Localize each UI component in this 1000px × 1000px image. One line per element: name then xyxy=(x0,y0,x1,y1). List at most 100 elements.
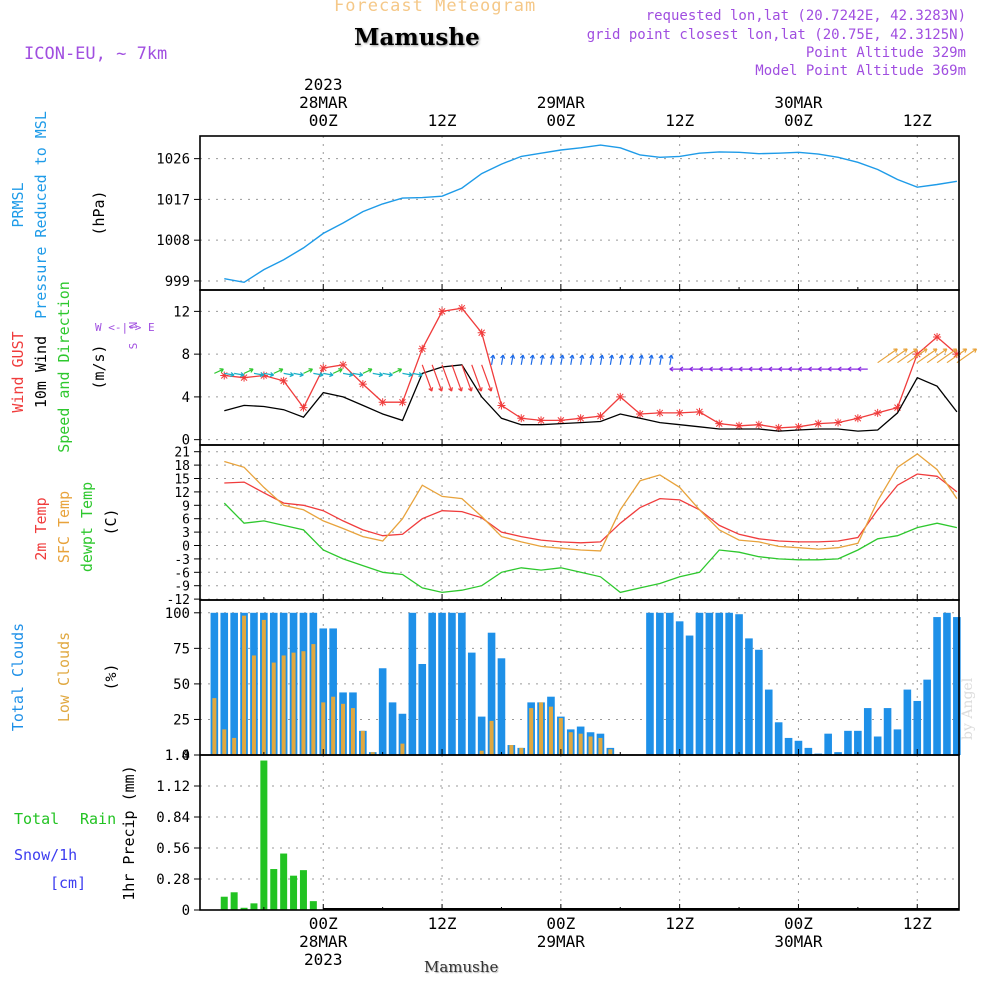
compass-n: N xyxy=(127,322,140,329)
y-tick-label: 18 xyxy=(174,459,190,474)
wind-arrow xyxy=(224,372,235,378)
bar-total-clouds xyxy=(378,668,387,755)
wind-arrow xyxy=(946,348,968,364)
wind-arrow xyxy=(549,354,555,365)
wind-arrow xyxy=(559,354,565,365)
wind-arrow xyxy=(778,366,789,372)
bar-low-clouds xyxy=(519,747,524,755)
label-snow: Snow/1h xyxy=(14,846,77,864)
time-label-top: 28MAR xyxy=(299,93,348,112)
gust-marker xyxy=(695,407,704,416)
wind-arrow xyxy=(500,354,506,365)
bar-low-clouds xyxy=(321,702,326,755)
bar-low-clouds xyxy=(251,655,256,755)
gust-marker xyxy=(220,371,229,380)
gust-marker xyxy=(358,380,367,389)
y-tick-label: 12 xyxy=(174,486,190,501)
gust-marker xyxy=(675,408,684,417)
bar-precip xyxy=(260,760,268,910)
gust-marker xyxy=(477,328,486,337)
wind-arrow xyxy=(689,366,700,372)
wind-arrow xyxy=(599,354,605,365)
bar-low-clouds xyxy=(261,619,266,755)
time-label-bottom: 2023 xyxy=(304,950,343,969)
bar-low-clouds xyxy=(370,752,375,755)
gust-marker xyxy=(735,421,744,430)
time-label-bottom: 30MAR xyxy=(774,932,823,951)
wind-arrow xyxy=(857,366,868,372)
label-temp-unit: (C) xyxy=(102,508,120,535)
wind-arrow xyxy=(956,348,978,364)
bar-low-clouds xyxy=(548,706,553,755)
wind-arrow xyxy=(441,364,453,392)
bar-total-clouds xyxy=(210,612,219,755)
gust-marker xyxy=(636,410,645,418)
bar-low-clouds xyxy=(360,730,365,755)
bar-total-clouds xyxy=(675,621,684,755)
y-tick-label: 1026 xyxy=(156,152,190,168)
wind-arrow xyxy=(738,366,749,372)
bar-precip xyxy=(220,896,228,910)
bar-total-clouds xyxy=(487,632,496,755)
wind-arrow xyxy=(669,366,680,372)
time-label-top: 30MAR xyxy=(774,93,823,112)
gust-marker xyxy=(596,412,605,421)
bar-low-clouds xyxy=(341,703,346,755)
bar-total-clouds xyxy=(448,612,456,755)
series-2m-temp xyxy=(224,473,958,544)
wind-arrow xyxy=(589,354,595,365)
wind-arrow xyxy=(431,364,444,392)
bar-total-clouds xyxy=(824,733,832,755)
wind-arrow xyxy=(897,348,918,364)
y-tick-label: 21 xyxy=(174,446,190,461)
y-tick-label: 0.56 xyxy=(156,841,190,857)
time-label-top: 00Z xyxy=(546,111,575,130)
y-tick-label: 15 xyxy=(174,473,190,488)
gust-marker xyxy=(834,418,843,427)
wind-arrow xyxy=(638,354,644,365)
bar-low-clouds xyxy=(598,737,603,755)
time-label-top: 00Z xyxy=(309,111,338,130)
wind-arrow xyxy=(916,348,938,364)
grid-layer xyxy=(200,136,959,910)
bar-low-clouds xyxy=(212,698,217,755)
y-tick-label: 0.84 xyxy=(156,810,190,826)
gust-marker xyxy=(715,419,724,428)
time-label-top: 12Z xyxy=(665,111,694,130)
wind-arrow xyxy=(837,366,848,372)
wind-arrow xyxy=(658,354,664,365)
bar-low-clouds xyxy=(222,729,227,755)
time-label-bottom: 28MAR xyxy=(299,932,348,951)
gust-marker xyxy=(537,416,546,425)
y-tick-label: 999 xyxy=(165,274,190,290)
wind-arrow xyxy=(273,368,284,374)
bar-total-clouds xyxy=(804,747,813,755)
bar-low-clouds xyxy=(568,732,573,755)
wind-arrow xyxy=(628,354,634,365)
bar-total-clouds xyxy=(933,617,941,755)
time-label-bottom: 12Z xyxy=(428,914,457,933)
time-label-bottom: 29MAR xyxy=(537,932,586,951)
bar-total-clouds xyxy=(863,708,872,755)
gust-marker xyxy=(497,401,506,410)
wind-arrow xyxy=(936,348,958,364)
wind-arrow xyxy=(728,366,740,372)
wind-arrow xyxy=(234,372,245,378)
text-layer: 99910081017102604812-12-9-6-303691215182… xyxy=(9,75,932,969)
label-dewpt-temp: dewpt Temp xyxy=(78,482,96,572)
bar-total-clouds xyxy=(873,736,882,755)
gust-marker xyxy=(556,416,565,425)
requested-coords: requested lon,lat (20.7242E, 42.3283N) xyxy=(645,8,966,24)
bar-low-clouds xyxy=(529,708,534,755)
y-tick-label: 100 xyxy=(165,606,190,622)
wind-arrow xyxy=(283,372,294,378)
gust-marker xyxy=(655,408,664,417)
bar-total-clouds xyxy=(764,689,773,755)
bar-precip xyxy=(280,853,288,910)
gust-marker xyxy=(933,333,942,342)
bar-total-clouds xyxy=(794,740,803,755)
bar-low-clouds xyxy=(331,696,336,755)
bar-total-clouds xyxy=(477,716,486,755)
wind-arrow xyxy=(668,354,674,365)
wind-arrow xyxy=(519,354,525,365)
